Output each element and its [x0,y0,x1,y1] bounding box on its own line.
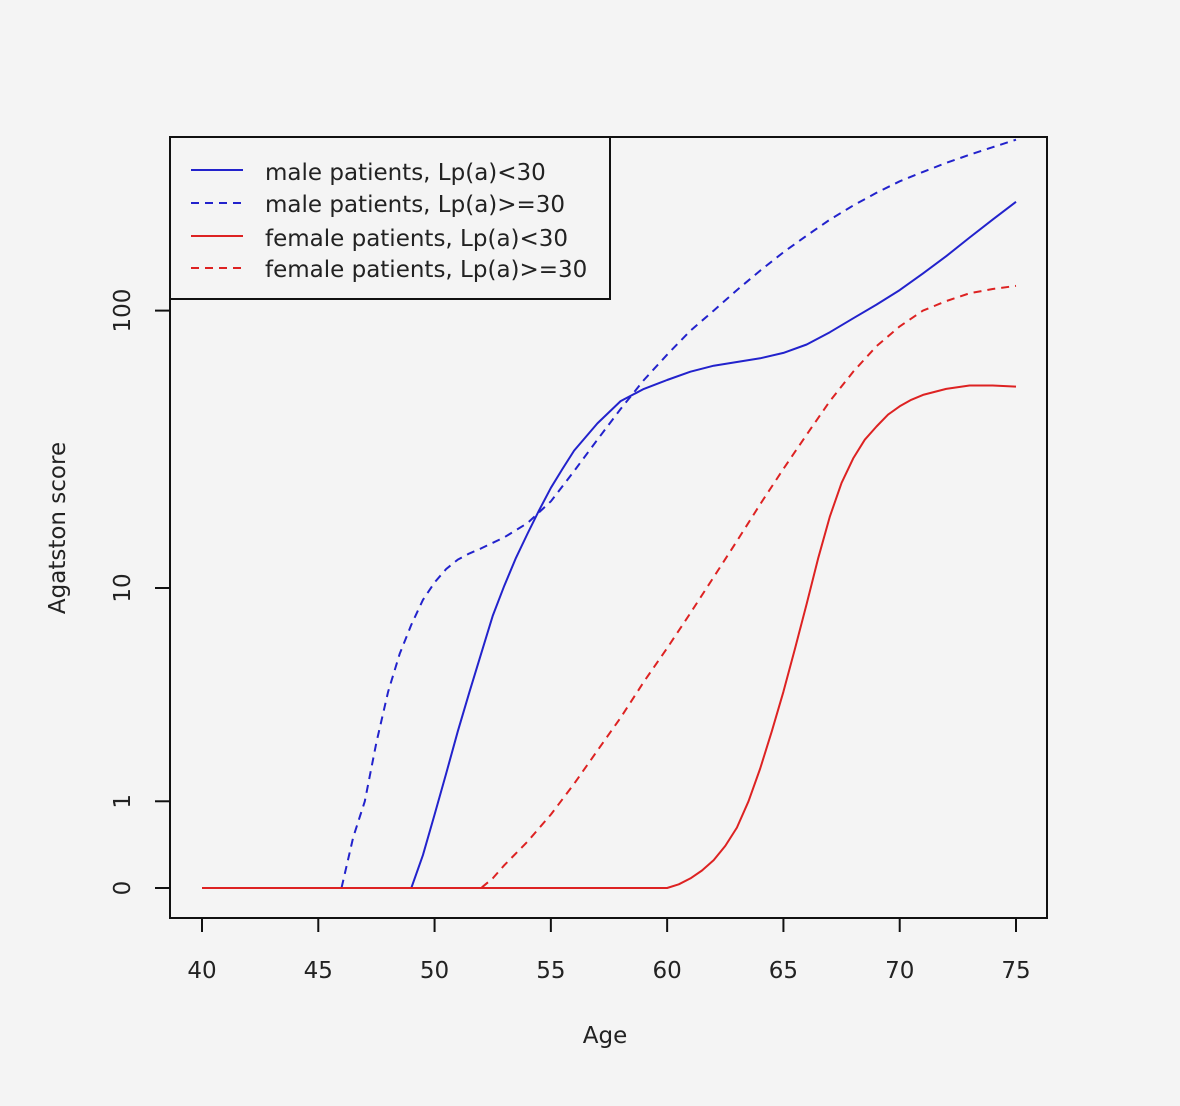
series-line-1 [202,138,1017,889]
series-line-2 [202,384,1017,889]
y-tick-label: 100 [110,289,136,333]
y-axis-label: Agatston score [45,442,71,614]
series-line-3 [202,284,1017,889]
x-tick-label: 70 [885,958,914,984]
y-tick-label: 0 [110,881,136,896]
legend: male patients, Lp(a)<30 male patients, L… [169,136,611,300]
x-tick-label: 50 [420,958,449,984]
legend-label-male-low: male patients, Lp(a)<30 [265,160,546,186]
x-tick-label: 55 [536,958,565,984]
x-tick-label: 45 [304,958,333,984]
y-tick-label: 10 [110,573,136,602]
x-tick-label: 75 [1001,958,1030,984]
x-tick-label: 65 [769,958,798,984]
series-line-0 [202,201,1017,889]
legend-label-male-high: male patients, Lp(a)>=30 [265,192,565,218]
legend-label-female-low: female patients, Lp(a)<30 [265,226,568,252]
legend-label-female-high: female patients, Lp(a)>=30 [265,257,587,283]
axis-layer: 40 45 50 55 60 65 70 75 0 1 10 100 [110,289,1031,984]
x-tick-label: 60 [653,958,682,984]
x-tick-label: 40 [187,958,216,984]
series-layer [202,138,1017,889]
y-tick-label: 1 [110,794,136,809]
legend-box [169,136,611,300]
x-axis-label: Age [583,1023,627,1049]
